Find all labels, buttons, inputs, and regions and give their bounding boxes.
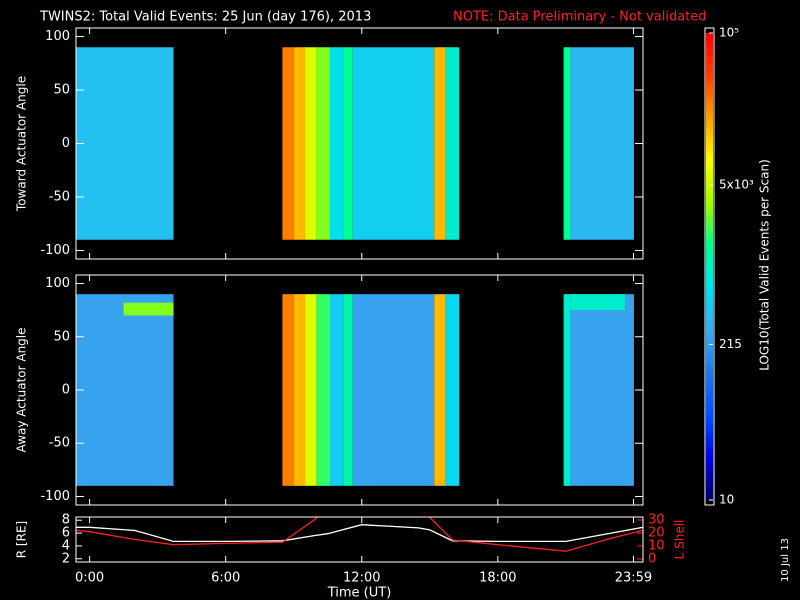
y-tick-label: 0 bbox=[62, 136, 70, 151]
title: TWINS2: Total Valid Events: 25 Jun (day … bbox=[39, 10, 371, 25]
heat-cell bbox=[434, 47, 446, 240]
y2-tick-label: 30 bbox=[648, 512, 665, 527]
y-axis-label: Toward Actuator Angle bbox=[15, 76, 29, 212]
heat-cell bbox=[76, 294, 174, 486]
y2-tick-label: 10 bbox=[648, 539, 665, 554]
x-tick-label: 18:00 bbox=[479, 571, 516, 586]
x-axis-label: Time (UT) bbox=[327, 586, 392, 600]
heat-cell bbox=[434, 294, 446, 486]
heat-cell bbox=[563, 47, 571, 240]
heat-cell bbox=[445, 294, 460, 486]
colorbar-label: LOG10(Total Valid Events per Scan) bbox=[758, 159, 772, 371]
panel-frame bbox=[75, 274, 644, 506]
heat-cell bbox=[305, 47, 317, 240]
colorbar-tick-label: 5x10³ bbox=[719, 177, 754, 191]
y-tick-label: 50 bbox=[53, 329, 70, 344]
series-line bbox=[76, 524, 643, 543]
heat-cell bbox=[330, 47, 344, 240]
plot-area bbox=[76, 517, 643, 552]
x-tick-label: 6:00 bbox=[211, 571, 240, 586]
y-tick-label: 6 bbox=[62, 526, 70, 541]
panel-frame bbox=[75, 27, 644, 260]
y-tick-label: 100 bbox=[45, 276, 70, 291]
y-axis-label: Away Actuator Angle bbox=[15, 327, 29, 452]
heat-cell bbox=[570, 294, 625, 311]
colorbar bbox=[706, 33, 713, 500]
y-tick-label: -100 bbox=[40, 489, 70, 504]
y2-axis-label: L Shell bbox=[673, 520, 687, 560]
y2-tick-label: 20 bbox=[648, 525, 665, 540]
heat-cell bbox=[316, 294, 331, 486]
y-tick-label: -50 bbox=[49, 436, 70, 451]
y-tick-label: 100 bbox=[45, 29, 70, 44]
heat-cell bbox=[282, 47, 294, 240]
heat-cell bbox=[343, 47, 353, 240]
y-tick-label: 50 bbox=[53, 83, 70, 98]
stamp: 10 Jul 13 bbox=[780, 538, 791, 582]
y-tick-label: 8 bbox=[62, 513, 70, 528]
series-line bbox=[76, 517, 643, 552]
y-axis-label: R [RE] bbox=[15, 521, 29, 558]
colorbar-frame bbox=[704, 27, 715, 506]
heat-cell bbox=[445, 47, 460, 240]
heat-cell bbox=[563, 294, 571, 486]
heat-cell bbox=[305, 294, 317, 486]
colorbar-tick-label: 215 bbox=[719, 337, 742, 351]
x-tick-label: 0:00 bbox=[75, 571, 104, 586]
panel-frame bbox=[75, 516, 644, 563]
y-tick-label: 0 bbox=[62, 383, 70, 398]
y-tick-label: -50 bbox=[49, 189, 70, 204]
colorbar-tick-label: 10 bbox=[719, 493, 734, 507]
y-tick-label: 2 bbox=[62, 551, 70, 566]
y2-tick-label: 0 bbox=[648, 552, 656, 567]
heat-cell bbox=[316, 47, 331, 240]
heat-cell bbox=[76, 47, 174, 240]
heat-cell bbox=[570, 294, 634, 486]
heat-cell bbox=[570, 47, 634, 240]
heat-cell bbox=[343, 294, 353, 486]
heat-cell bbox=[293, 294, 306, 486]
heat-cell bbox=[123, 302, 174, 316]
y-tick-label: 4 bbox=[62, 538, 70, 553]
y-tick-label: -100 bbox=[40, 243, 70, 258]
colorbar-tick-label: 10⁵ bbox=[719, 26, 739, 40]
heat-cell bbox=[352, 47, 435, 240]
heat-cell bbox=[293, 47, 306, 240]
x-tick-label: 12:00 bbox=[343, 571, 380, 586]
x-tick-label: 23:59 bbox=[615, 571, 652, 586]
note: NOTE: Data Preliminary - Not validated bbox=[453, 10, 707, 25]
heat-cell bbox=[282, 294, 294, 486]
heat-cell bbox=[352, 294, 435, 486]
heat-cell bbox=[330, 294, 344, 486]
